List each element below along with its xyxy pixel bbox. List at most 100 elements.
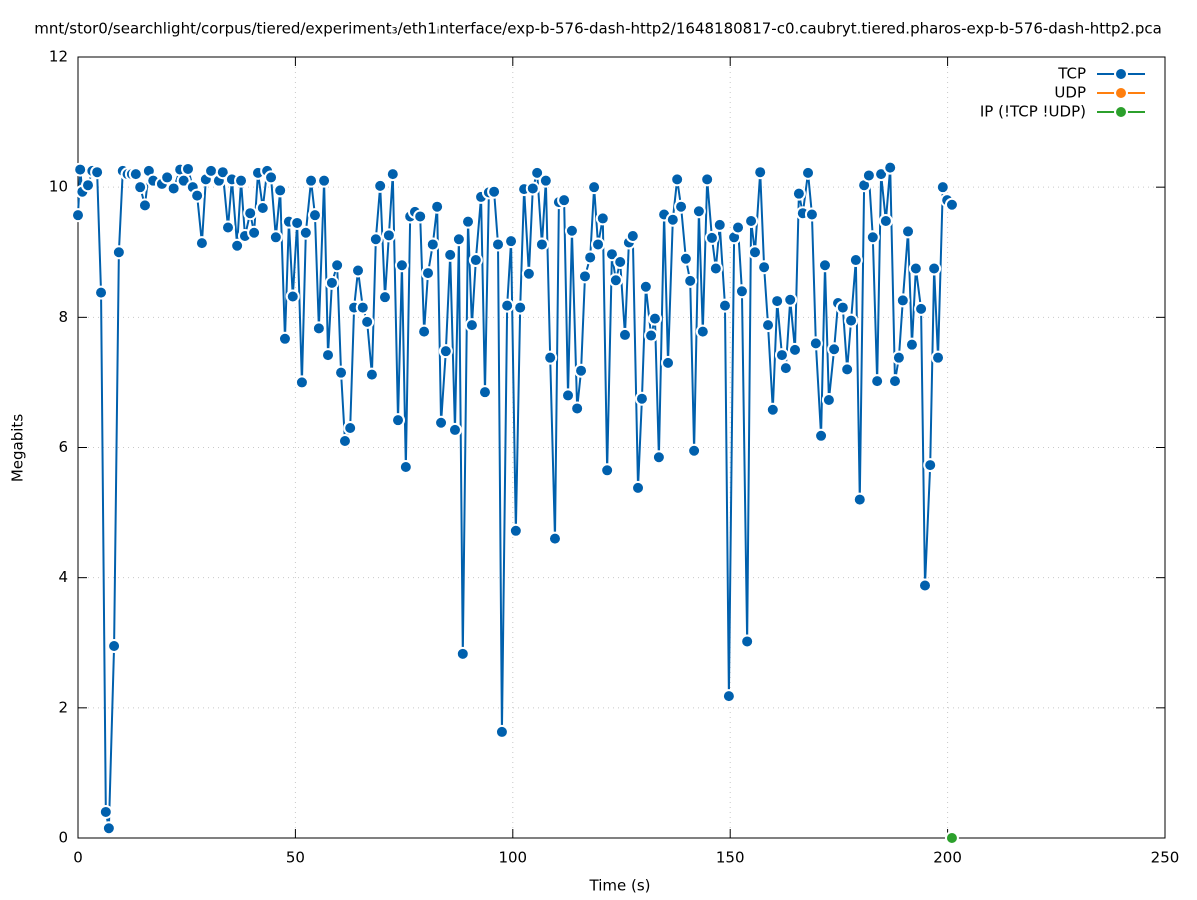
data-point xyxy=(704,230,719,245)
data-point xyxy=(891,350,906,365)
data-point xyxy=(914,301,929,316)
data-point xyxy=(273,183,288,198)
data-point xyxy=(364,367,379,382)
data-point xyxy=(700,172,715,187)
data-point xyxy=(721,689,736,704)
data-point xyxy=(111,245,126,260)
x-tick-label: 150 xyxy=(716,849,745,867)
data-point xyxy=(634,391,649,406)
data-point xyxy=(651,450,666,465)
data-point xyxy=(604,247,619,262)
data-point xyxy=(290,215,305,230)
data-point xyxy=(277,331,292,346)
y-tick-label: 2 xyxy=(58,698,68,716)
data-point xyxy=(425,237,440,252)
data-point xyxy=(761,318,776,333)
data-point xyxy=(330,258,345,273)
data-point xyxy=(708,261,723,276)
plot-frame xyxy=(77,56,1166,839)
data-point xyxy=(717,298,732,313)
data-point xyxy=(674,199,689,214)
data-point xyxy=(557,193,572,208)
data-point xyxy=(944,831,959,845)
data-point xyxy=(255,200,270,215)
data-point xyxy=(814,428,829,443)
data-point xyxy=(230,238,245,253)
legend-marker xyxy=(1114,67,1128,81)
data-point xyxy=(430,199,445,214)
chart-title: mnt/stor0/searchlight/corpus/tiered/expe… xyxy=(34,20,1162,38)
data-point xyxy=(644,328,659,343)
data-point xyxy=(477,385,492,400)
data-point xyxy=(73,162,88,177)
data-point xyxy=(137,198,152,213)
data-point xyxy=(927,261,942,276)
data-point xyxy=(878,214,893,229)
data-point xyxy=(600,463,615,478)
y-tick-label: 8 xyxy=(58,308,68,326)
data-point xyxy=(661,355,676,370)
data-point xyxy=(852,492,867,507)
data-point xyxy=(304,173,319,188)
data-point xyxy=(461,214,476,229)
y-tick-label: 10 xyxy=(49,178,68,196)
data-point xyxy=(753,165,768,180)
data-point xyxy=(923,458,938,473)
data-point xyxy=(455,646,470,661)
data-point xyxy=(587,180,602,195)
data-point xyxy=(683,273,698,288)
data-point xyxy=(160,170,175,185)
data-point xyxy=(695,324,710,339)
data-point xyxy=(525,181,540,196)
data-point xyxy=(268,230,283,245)
data-point xyxy=(595,211,610,226)
data-point xyxy=(835,300,850,315)
data-point xyxy=(787,342,802,357)
data-point xyxy=(373,178,388,193)
x-tick-label: 0 xyxy=(73,849,83,867)
data-point xyxy=(935,180,950,195)
data-point xyxy=(827,342,842,357)
y-tick-label: 6 xyxy=(58,438,68,456)
data-point xyxy=(613,255,628,270)
data-point xyxy=(570,401,585,416)
data-point xyxy=(904,337,919,352)
data-point xyxy=(870,374,885,389)
data-point xyxy=(887,374,902,389)
data-point xyxy=(547,531,562,546)
data-point xyxy=(757,260,772,275)
data-point xyxy=(176,173,191,188)
data-point xyxy=(451,232,466,247)
data-point xyxy=(81,178,96,193)
data-point xyxy=(447,422,462,437)
data-point xyxy=(583,250,598,265)
data-point xyxy=(638,279,653,294)
data-point xyxy=(337,433,352,448)
data-point xyxy=(817,258,832,273)
data-point xyxy=(791,186,806,201)
x-tick-label: 200 xyxy=(933,849,962,867)
data-point xyxy=(487,184,502,199)
data-point xyxy=(491,237,506,252)
data-point xyxy=(625,228,640,243)
data-point xyxy=(234,173,249,188)
data-point xyxy=(90,165,105,180)
data-point xyxy=(360,314,375,329)
data-point xyxy=(398,460,413,475)
data-point xyxy=(294,375,309,390)
data-point xyxy=(133,180,148,195)
legend-marker xyxy=(1114,86,1128,100)
data-point xyxy=(368,232,383,247)
data-point xyxy=(317,173,332,188)
data-point xyxy=(434,415,449,430)
data-point xyxy=(351,263,366,278)
data-point xyxy=(740,634,755,649)
data-point xyxy=(577,269,592,284)
data-point xyxy=(631,480,646,495)
data-point xyxy=(190,188,205,203)
data-point xyxy=(221,220,236,235)
data-point xyxy=(574,363,589,378)
legend-label: IP (!TCP !UDP) xyxy=(980,103,1086,121)
data-point xyxy=(821,392,836,407)
data-point xyxy=(895,293,910,308)
